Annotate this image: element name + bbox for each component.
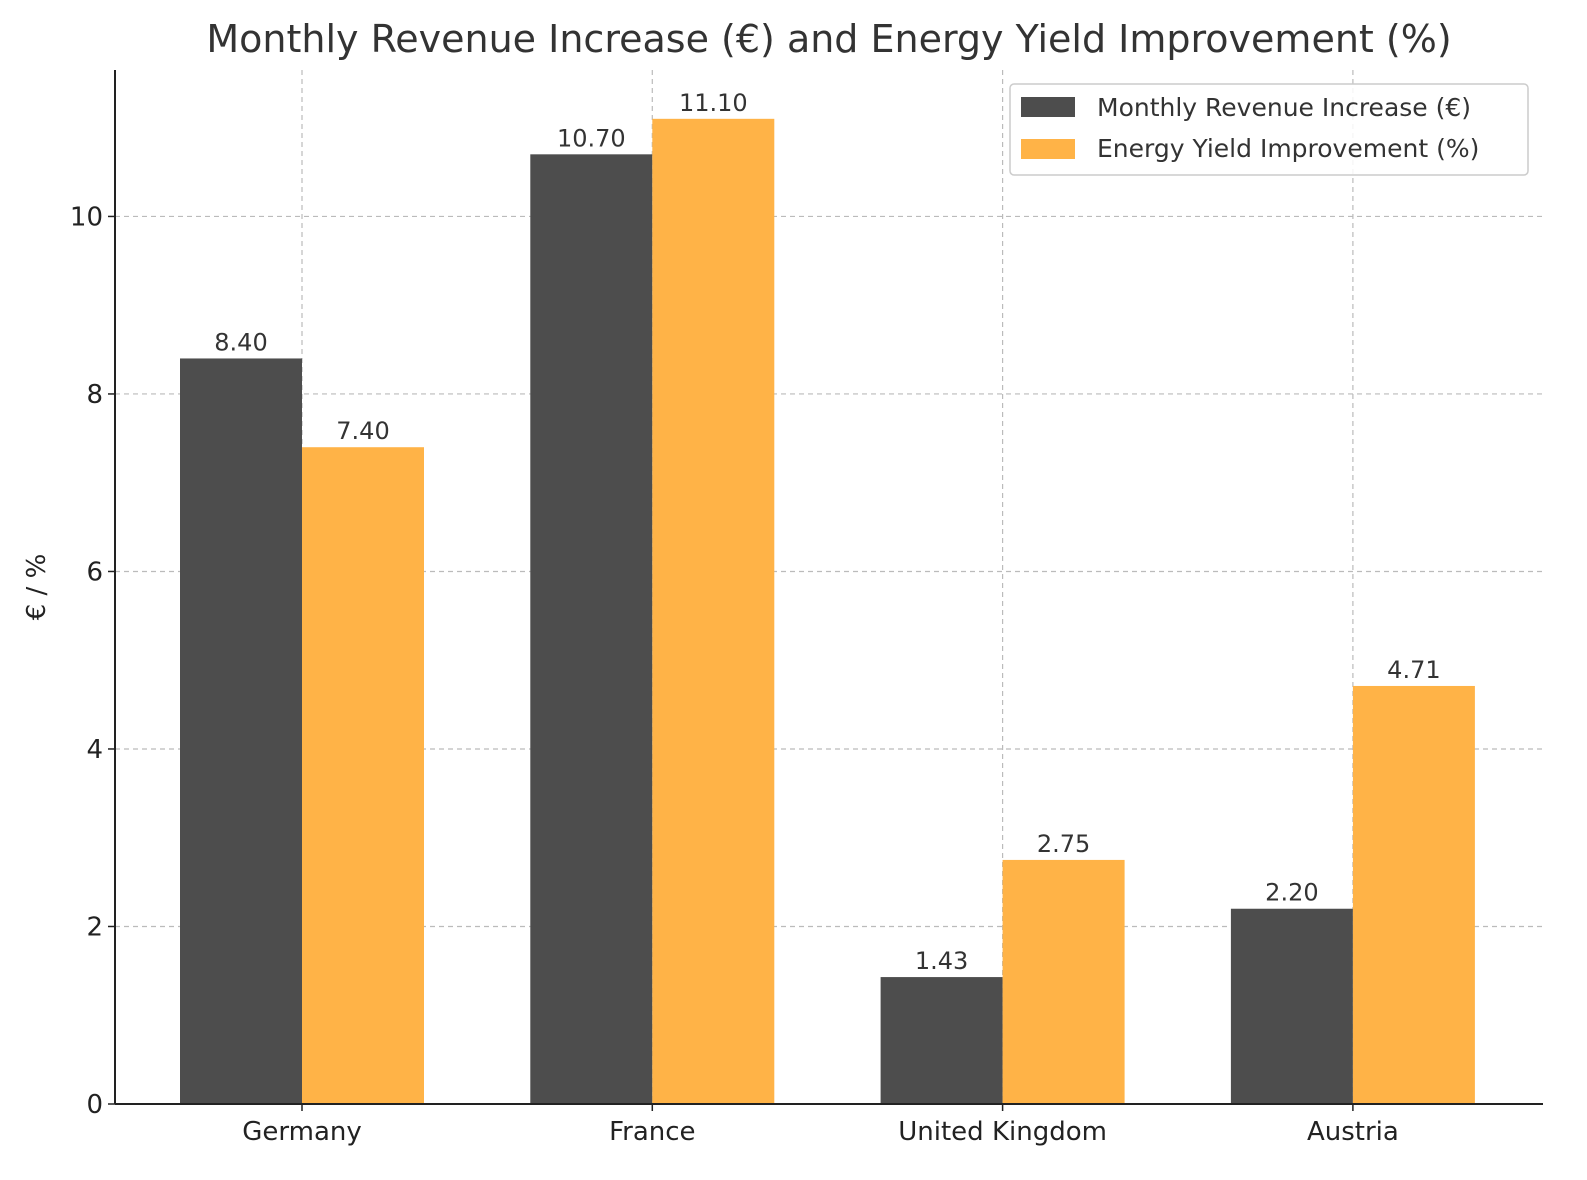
- y-tick-label: 2: [86, 912, 103, 942]
- data-label: 1.43: [915, 947, 968, 975]
- bar-energy: [1352, 685, 1475, 1104]
- x-tick-label: Austria: [1307, 1117, 1399, 1147]
- y-tick-label: 4: [86, 735, 103, 765]
- chart-title: Monthly Revenue Increase (€) and Energy …: [206, 17, 1451, 61]
- data-label: 10.70: [557, 124, 626, 152]
- data-label: 2.75: [1037, 830, 1090, 858]
- data-label: 11.10: [679, 89, 748, 117]
- legend-label-revenue: Monthly Revenue Increase (€): [1097, 93, 1471, 122]
- data-label: 4.71: [1387, 656, 1440, 684]
- legend-swatch-revenue: [1021, 97, 1075, 117]
- legend-label-energy: Energy Yield Improvement (%): [1097, 134, 1479, 163]
- bar-revenue: [880, 977, 1003, 1104]
- y-tick-label: 6: [86, 557, 103, 587]
- y-axis-label: € / %: [22, 554, 52, 621]
- x-tick-label: Germany: [242, 1117, 362, 1147]
- bar-revenue: [180, 358, 302, 1104]
- bar-revenue: [530, 154, 653, 1104]
- x-tick-label: France: [609, 1117, 695, 1147]
- legend-box: [1009, 83, 1529, 176]
- y-tick-label: 8: [86, 380, 103, 410]
- data-label: 8.40: [214, 328, 267, 356]
- legend-swatch-energy: [1021, 139, 1075, 159]
- data-label: 7.40: [336, 417, 389, 445]
- x-tick-label: United Kingdom: [898, 1117, 1107, 1147]
- bar-energy: [302, 447, 424, 1104]
- bar-revenue: [1230, 908, 1353, 1104]
- y-tick-label: 0: [86, 1090, 103, 1120]
- legend: Monthly Revenue Increase (€) Energy Yiel…: [1009, 83, 1529, 176]
- data-label: 2.20: [1265, 879, 1318, 907]
- y-tick-label: 10: [70, 202, 103, 232]
- bar-energy: [1002, 859, 1125, 1104]
- bar-energy: [652, 118, 775, 1105]
